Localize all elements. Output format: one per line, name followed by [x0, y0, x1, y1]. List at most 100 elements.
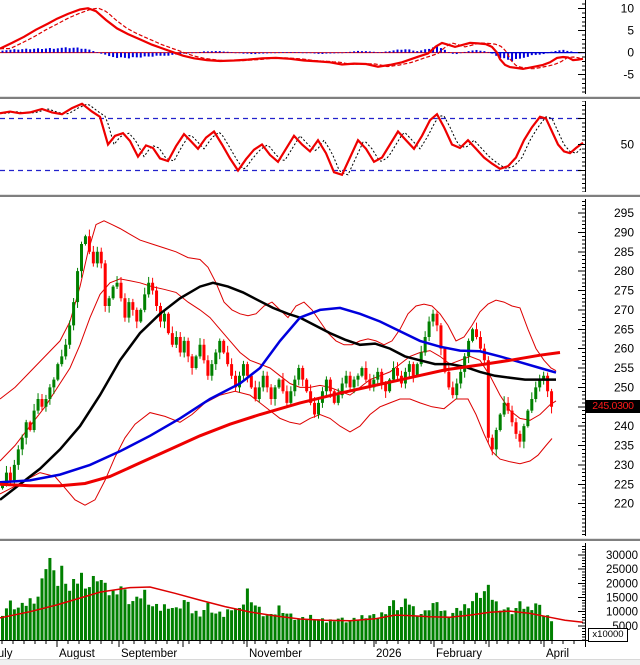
candle-down — [281, 379, 285, 392]
volume-bar — [143, 589, 147, 640]
macd-histogram-bar — [210, 51, 213, 53]
candle-up — [111, 286, 115, 299]
candle-down — [253, 387, 257, 399]
volume-bar — [463, 604, 467, 640]
macd-histogram-bar — [511, 52, 514, 62]
candle-up — [1, 484, 4, 489]
macd-histogram-bar — [518, 52, 521, 59]
volume-bar — [249, 602, 253, 640]
y-axis-tick-label: 285 — [614, 245, 634, 259]
candle-down — [482, 348, 486, 361]
macd-histogram-bar — [349, 51, 352, 53]
candle-up — [293, 379, 297, 392]
candle-up — [419, 352, 423, 365]
macd-histogram-bar — [463, 51, 466, 53]
volume-bar — [423, 610, 427, 640]
macd-histogram-bar — [112, 52, 115, 58]
volume-bar — [538, 604, 542, 640]
macd-histogram-bar — [218, 51, 221, 53]
x-axis-month-label: November — [249, 648, 302, 660]
candle-up — [273, 387, 277, 399]
panel-splitter-1[interactable] — [0, 94, 640, 101]
macd-histogram-bar — [562, 49, 565, 53]
candle-down — [546, 375, 550, 392]
macd-histogram-bar — [451, 52, 454, 54]
volume-bar — [348, 620, 352, 640]
volume-bar — [87, 587, 91, 640]
candle-down — [510, 410, 514, 423]
macd-histogram-bar — [84, 48, 87, 53]
volume-bar — [1, 615, 4, 640]
macd-histogram-bar — [467, 51, 470, 53]
macd-histogram-bar — [108, 52, 111, 57]
macd-histogram-bar — [274, 52, 277, 54]
candle-down — [151, 282, 155, 291]
volume-bar — [123, 589, 127, 640]
volume-bar — [518, 601, 522, 640]
y-axis-tick-label: 220 — [614, 497, 634, 511]
volume-bar — [72, 578, 76, 640]
macd-histogram-bar — [424, 49, 427, 53]
volume-bar — [490, 599, 494, 640]
volume-bar — [174, 607, 178, 640]
candle-up — [44, 399, 48, 407]
macd-histogram-bar — [179, 52, 182, 55]
macd-histogram-bar — [48, 48, 51, 53]
macd-histogram-bar — [515, 52, 517, 59]
volume-bar — [119, 586, 123, 640]
candle-up — [289, 391, 293, 403]
y-axis-tick-label: 250 — [614, 380, 634, 394]
candle-down — [190, 356, 194, 368]
y-axis-tick-label: -5 — [623, 68, 634, 82]
macd-histogram-bar — [195, 52, 198, 54]
candle-up — [356, 375, 360, 380]
candle-up — [344, 375, 348, 384]
macd-histogram-bar — [13, 49, 16, 53]
macd-histogram-bar — [281, 52, 284, 53]
candle-down — [87, 236, 91, 252]
volume-bar — [305, 619, 309, 640]
candle-down — [285, 391, 289, 403]
macd-histogram-bar — [246, 52, 249, 54]
macd-histogram-bar — [234, 52, 237, 54]
volume-bar — [170, 607, 174, 640]
macd-histogram-bar — [372, 51, 375, 53]
macd-histogram-bar — [321, 52, 324, 54]
macd-histogram-bar — [459, 52, 462, 54]
macd-histogram-bar — [360, 51, 363, 53]
volume-bar — [234, 608, 238, 640]
panel-splitter-2[interactable] — [0, 192, 640, 199]
volume-bar — [261, 616, 265, 640]
bottom-scroll-strip[interactable] — [0, 659, 640, 665]
volume-bar — [494, 601, 498, 640]
macd-histogram-bar — [317, 52, 320, 54]
candle-up — [376, 371, 380, 380]
candle-down — [506, 402, 510, 411]
candle-up — [68, 325, 72, 345]
macd-histogram-bar — [325, 52, 328, 54]
candle-up — [218, 340, 222, 353]
candle-up — [95, 251, 99, 264]
candle-up — [538, 379, 542, 388]
candle-down — [301, 368, 305, 380]
candle-up — [174, 337, 178, 345]
volume-bar — [83, 588, 87, 640]
volume-bar — [226, 609, 230, 640]
volume-bar — [210, 612, 214, 640]
macd-histogram-bar — [72, 47, 75, 53]
volume-bar — [368, 615, 372, 640]
macd-histogram-bar — [222, 51, 225, 53]
candle-down — [328, 379, 332, 392]
macd-histogram-bar — [285, 52, 288, 53]
candle-up — [530, 399, 534, 411]
candle-up — [423, 337, 427, 353]
x-axis-month-label: July — [0, 648, 13, 660]
volume-bar — [194, 610, 198, 640]
volume-bar — [332, 621, 336, 640]
macd-histogram-bar — [139, 52, 142, 58]
macd-histogram-bar — [80, 48, 83, 53]
candle-down — [396, 368, 399, 376]
panel-splitter-3[interactable] — [0, 536, 640, 543]
macd-histogram-bar — [151, 52, 154, 57]
